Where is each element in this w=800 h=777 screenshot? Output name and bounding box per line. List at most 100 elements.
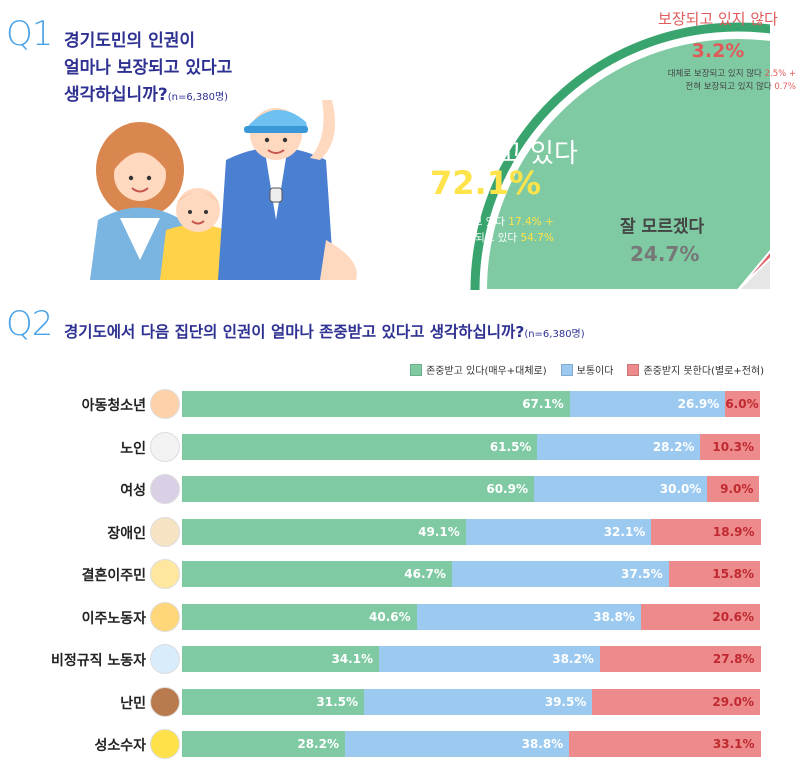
data-label: 34.1% — [331, 652, 374, 666]
legend-swatch-not-respected — [627, 363, 640, 376]
legend-swatch-respected — [410, 363, 423, 376]
data-label: 46.7% — [404, 567, 446, 581]
category-avatar-icon — [150, 516, 180, 547]
category-avatar-icon — [150, 431, 180, 462]
category-avatar-icon — [150, 729, 180, 759]
detail-line1-value: 17.4% + — [508, 216, 554, 228]
slice-detail-not-guaranteed: 대체로 보장되고 있지 않다 2.5% + 전혀 보장되고 있지 않다 0.7% — [610, 68, 796, 94]
seg-not-respected — [700, 433, 760, 460]
category-label: 이주노동자 — [81, 610, 146, 627]
data-label: 49.1% — [418, 524, 460, 539]
seg-not-respected — [651, 518, 761, 545]
data-label: 32.1% — [603, 524, 646, 539]
seg-respected — [182, 561, 452, 587]
q1-number: Q1 — [6, 14, 53, 54]
seg-normal — [465, 518, 652, 545]
seg-not-respected — [569, 731, 761, 757]
q2-title: 경기도에서 다음 집단의 인권이 얼마나 존중받고 있다고 생각하십니까?(n=… — [64, 320, 585, 342]
q2-title-text: 경기도에서 다음 집단의 인권이 얼마나 존중받고 있다고 생각하십니까? — [64, 323, 525, 341]
seg-normal — [534, 476, 708, 502]
data-label: 61.5% — [489, 439, 532, 454]
slice-label-dont-know: 잘 모르겠다 — [620, 217, 705, 237]
seg-respected — [182, 518, 466, 545]
pie-slice-guaranteed — [484, 37, 770, 290]
worker-figure — [218, 100, 357, 280]
seg-normal — [537, 433, 701, 460]
seg-normal — [416, 603, 641, 630]
category-avatar-icon — [150, 686, 180, 717]
slice-value-dont-know: 24.7% — [630, 242, 700, 266]
data-label: 28.2% — [652, 439, 695, 454]
data-label: 38.2% — [552, 652, 594, 666]
legend-swatch-normal — [560, 363, 573, 376]
data-label: 30.0% — [659, 482, 702, 496]
seg-normal — [451, 561, 669, 587]
category-label: 아동청소년 — [81, 398, 146, 414]
slice-label-guaranteed-name: 보장되고 있다 — [426, 139, 578, 169]
seg-not-respected — [599, 646, 761, 672]
data-label: 33.1% — [712, 737, 755, 751]
slice-label-guaranteed: 보장되고 있다 — [402, 133, 602, 170]
q2-bar-chart: 아동청소년 67.1% 26.9% 6.0% 노인 61.5% 28.2% 10.3% 여성 60… — [0, 380, 800, 777]
legend-label-respected: 존중받고 있다(매우+대체로) — [426, 366, 547, 377]
seg-respected — [182, 646, 380, 672]
category-avatar-icon — [150, 474, 180, 504]
data-label: 26.9% — [677, 397, 720, 411]
seg-not-respected — [640, 603, 760, 630]
legend-label-not-respected: 존중받지 못한다(별로+전혀) — [643, 366, 764, 377]
data-label: 37.5% — [621, 567, 663, 581]
pie-slice-dont-know — [736, 257, 770, 290]
slice-detail-guaranteed: 매우 잘 보장되고 있다 17.4% + 대체로 잘 보장되고 있다 54.7% — [408, 214, 554, 246]
data-label: 18.9% — [712, 524, 755, 539]
nd-line1-prefix: 대체로 보장되고 있지 않다 — [667, 69, 762, 79]
seg-respected — [182, 391, 570, 417]
q1-title-line-3: 생각하십니까?(n=6,380명) — [64, 82, 232, 111]
data-label: 38.8% — [521, 737, 564, 751]
seg-not-respected — [707, 476, 760, 502]
seg-normal — [379, 646, 600, 672]
data-label: 60.9% — [486, 482, 528, 496]
data-label: 20.6% — [712, 609, 754, 624]
nd-line2-value: 0.7% — [774, 82, 796, 92]
data-label: 38.8% — [593, 609, 635, 624]
nd-line1-value: 2.5% + — [764, 69, 796, 79]
data-label: 40.6% — [369, 609, 411, 624]
baby-figure — [160, 188, 232, 280]
seg-not-respected — [668, 561, 760, 587]
category-label: 여성 — [120, 483, 146, 499]
category-label: 비정규직 노동자 — [50, 653, 146, 669]
data-label: 39.5% — [544, 694, 587, 709]
data-label: 28.2% — [297, 737, 339, 751]
q1-pie-chart — [470, 22, 770, 290]
data-label: 10.3% — [712, 439, 754, 454]
slice-label-not-guaranteed: 보장되고 있지 않다 — [658, 10, 778, 28]
data-label: 9.0% — [720, 482, 754, 496]
legend-item-not-respected: 존중받지 못한다(별로+전혀) — [627, 362, 764, 377]
seg-respected — [182, 688, 365, 715]
detail-line2-value: 54.7% — [520, 232, 554, 244]
data-label: 27.8% — [712, 652, 755, 666]
q2-number: Q2 — [6, 304, 53, 344]
nd-line2-prefix: 전혀 보장되고 있지 않다 — [685, 82, 772, 92]
category-label: 성소수자 — [94, 738, 146, 754]
legend-item-respected: 존중받고 있다(매우+대체로) — [410, 362, 547, 377]
q1-title: 경기도민의 인권이 얼마나 보장되고 있다고 생각하십니까?(n=6,380명) — [64, 28, 232, 111]
q1-title-line-1: 경기도민의 인권이 — [64, 31, 196, 51]
data-label: 29.0% — [712, 694, 754, 709]
q1-sample-size: (n=6,380명) — [167, 92, 229, 103]
pie-slice-not-guaranteed — [737, 250, 770, 290]
q1-title-line-3-text: 생각하십니까? — [64, 85, 168, 105]
data-label: 67.1% — [522, 397, 564, 411]
seg-respected — [182, 476, 534, 502]
category-label: 장애인 — [107, 525, 146, 542]
category-label: 노인 — [120, 440, 146, 457]
detail-line2-prefix: 대체로 잘 보장되고 있다 — [410, 232, 518, 244]
legend-item-normal: 보통이다 — [560, 362, 613, 377]
category-avatar-icon — [150, 601, 180, 632]
detail-line1-prefix: 매우 잘 보장되고 있다 — [408, 216, 505, 228]
category-avatar-icon — [150, 559, 180, 589]
category-label: 결혼이주민 — [81, 568, 146, 584]
seg-not-respected — [725, 391, 760, 417]
seg-respected — [182, 603, 417, 630]
category-label: 난민 — [120, 695, 146, 712]
